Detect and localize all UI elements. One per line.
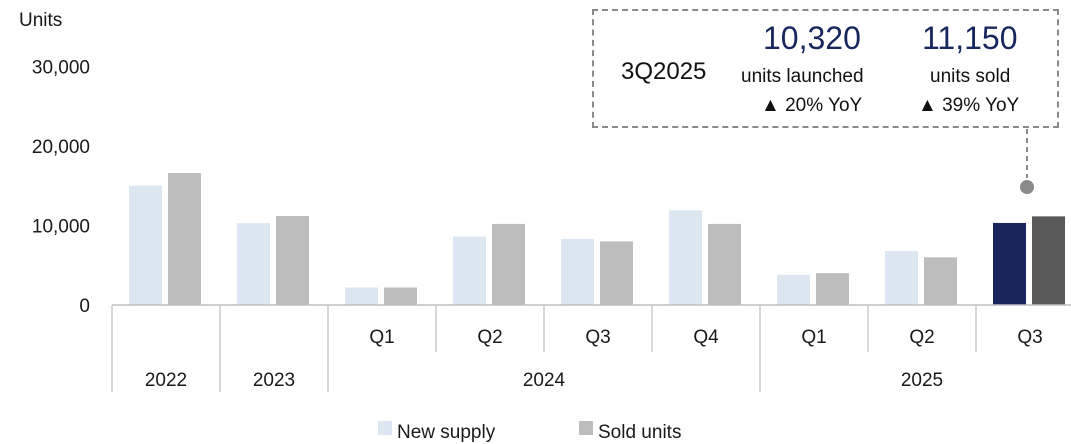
bar-new-supply: [345, 287, 378, 305]
bar-new-supply: [777, 274, 810, 305]
year-label: 2024: [523, 370, 566, 391]
bar-new-supply: [885, 250, 918, 305]
bar-new-supply: [129, 185, 162, 305]
year-label: 2025: [901, 370, 943, 391]
bar-sold-units: [924, 257, 957, 305]
x-tick-label: Q3: [1017, 327, 1042, 348]
year-label: 2023: [253, 370, 295, 391]
callout-sold-value: 11,150: [922, 20, 1018, 56]
year-label: 2022: [145, 370, 187, 391]
x-tick-label: Q2: [477, 327, 502, 348]
x-tick-label: Q2: [909, 327, 934, 348]
bar-new-supply: [237, 223, 270, 305]
bar-new-supply: [453, 236, 486, 305]
bar-sold-units: [492, 223, 525, 305]
y-tick-label: 10,000: [32, 217, 90, 238]
callout-box: [592, 9, 1059, 128]
legend-swatch-new-supply: [378, 421, 392, 435]
bar-new-supply: [993, 222, 1026, 305]
bar-sold-units: [708, 223, 741, 305]
bar-sold-units: [384, 287, 417, 305]
legend-swatch-sold-units: [579, 421, 593, 435]
y-axis-title: Units: [19, 10, 62, 31]
callout-sold-label: units sold: [930, 66, 1011, 87]
bar-sold-units: [600, 241, 633, 305]
legend-label-new-supply: New supply: [397, 422, 496, 443]
callout-dot: [1020, 180, 1034, 194]
callout-launched-yoy: ▲ 20% YoY: [761, 95, 863, 116]
legend-label-sold-units: Sold units: [598, 422, 681, 443]
x-tick-label: Q4: [693, 327, 719, 348]
callout-period: 3Q2025: [621, 58, 707, 85]
callout-sold-yoy: ▲ 39% YoY: [918, 95, 1020, 116]
x-tick-label: Q1: [369, 327, 394, 348]
callout-launched-value: 10,320: [763, 20, 861, 56]
bar-new-supply: [669, 210, 702, 305]
bar-sold-units: [816, 273, 849, 305]
bar-sold-units: [276, 215, 309, 305]
bar-sold-units: [1032, 216, 1065, 305]
y-tick-label: 20,000: [32, 137, 90, 158]
x-tick-label: Q3: [585, 327, 610, 348]
y-tick-label: 0: [79, 296, 90, 317]
x-tick-label: Q1: [801, 327, 826, 348]
bar-sold-units: [168, 173, 201, 305]
bar-new-supply: [561, 239, 594, 305]
callout-launched-label: units launched: [741, 66, 864, 87]
y-tick-label: 30,000: [32, 58, 90, 79]
